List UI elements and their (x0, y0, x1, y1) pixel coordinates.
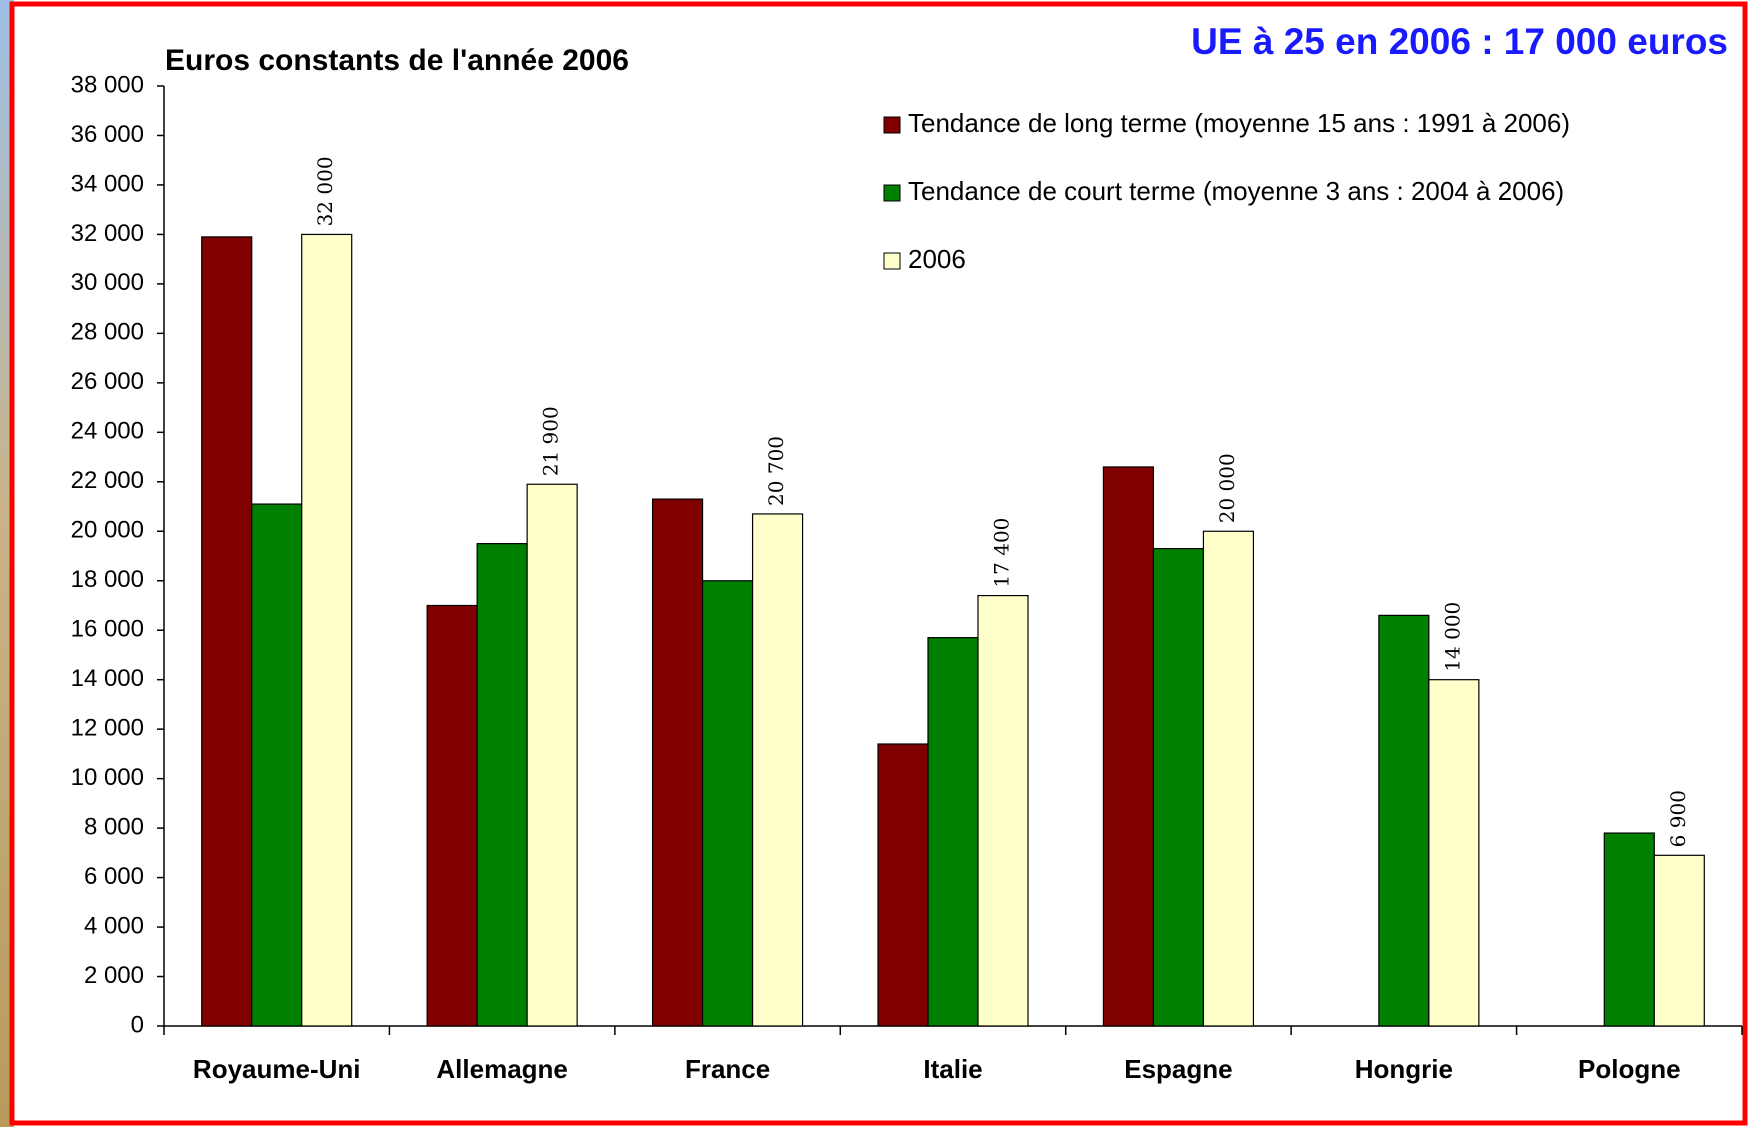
value-label: 21 900 (539, 406, 563, 476)
bar (201, 236, 253, 1027)
bar (1152, 547, 1205, 1027)
x-tick-label: Hongrie (1355, 1054, 1453, 1084)
bar (1378, 614, 1430, 1027)
bar (1603, 832, 1655, 1027)
y-tick-label: 4 000 (84, 912, 144, 939)
chart-title: Euros constants de l'année 2006 (165, 44, 629, 77)
bar (701, 580, 754, 1027)
x-tick-label: Pologne (1578, 1054, 1681, 1084)
y-tick-label: 12 000 (71, 715, 144, 742)
bar (426, 604, 478, 1027)
legend-swatch (883, 252, 901, 270)
y-tick-label: 2 000 (84, 962, 144, 989)
legend-label: 2006 (908, 244, 966, 274)
bar (526, 483, 578, 1027)
y-tick-label: 16 000 (71, 616, 144, 643)
bar (927, 637, 979, 1027)
bar (1653, 854, 1705, 1027)
y-tick-label: 24 000 (71, 418, 144, 445)
x-tick-label: France (685, 1054, 770, 1084)
legend-label: Tendance de long terme (moyenne 15 ans :… (908, 108, 1570, 138)
value-label: 14 000 (1440, 602, 1464, 672)
bar (1102, 466, 1155, 1027)
y-tick-label: 34 000 (71, 170, 144, 197)
value-label: 20 700 (764, 436, 788, 506)
y-tick-label: 26 000 (71, 368, 144, 395)
value-label: 20 000 (1215, 453, 1239, 523)
x-tick-label: Espagne (1124, 1054, 1232, 1084)
y-tick-label: 18 000 (71, 566, 144, 593)
legend-swatch (883, 116, 901, 134)
legend-swatch (883, 184, 901, 202)
y-tick-label: 14 000 (71, 665, 144, 692)
y-tick-label: 28 000 (71, 319, 144, 346)
bar (251, 503, 303, 1027)
y-tick-label: 30 000 (71, 269, 144, 296)
y-tick-label: 0 (131, 1011, 144, 1038)
value-label: 6 900 (1666, 790, 1690, 847)
x-tick-label: Royaume-Uni (193, 1054, 361, 1084)
y-tick-label: 10 000 (71, 764, 144, 791)
y-tick-label: 32 000 (71, 220, 144, 247)
value-label: 17 400 (990, 518, 1014, 588)
y-tick-label: 6 000 (84, 863, 144, 890)
bar (476, 543, 528, 1027)
y-tick-label: 36 000 (71, 121, 144, 148)
bar (877, 743, 929, 1027)
bar (977, 594, 1029, 1027)
legend-label: Tendance de court terme (moyenne 3 ans :… (908, 176, 1564, 206)
y-tick-label: 22 000 (71, 467, 144, 494)
y-tick-label: 8 000 (84, 813, 144, 840)
y-tick-label: 20 000 (71, 517, 144, 544)
x-tick-label: Allemagne (436, 1054, 568, 1084)
bar (301, 233, 353, 1027)
bar (1202, 530, 1255, 1027)
y-tick-label: 38 000 (71, 71, 144, 98)
x-tick-label: Italie (923, 1054, 982, 1084)
bar (651, 498, 704, 1027)
header: UE à 25 en 2006 : 17 000 euros (1191, 21, 1728, 62)
bar (1428, 679, 1480, 1027)
value-label: 32 000 (313, 156, 337, 226)
bar (751, 513, 804, 1027)
